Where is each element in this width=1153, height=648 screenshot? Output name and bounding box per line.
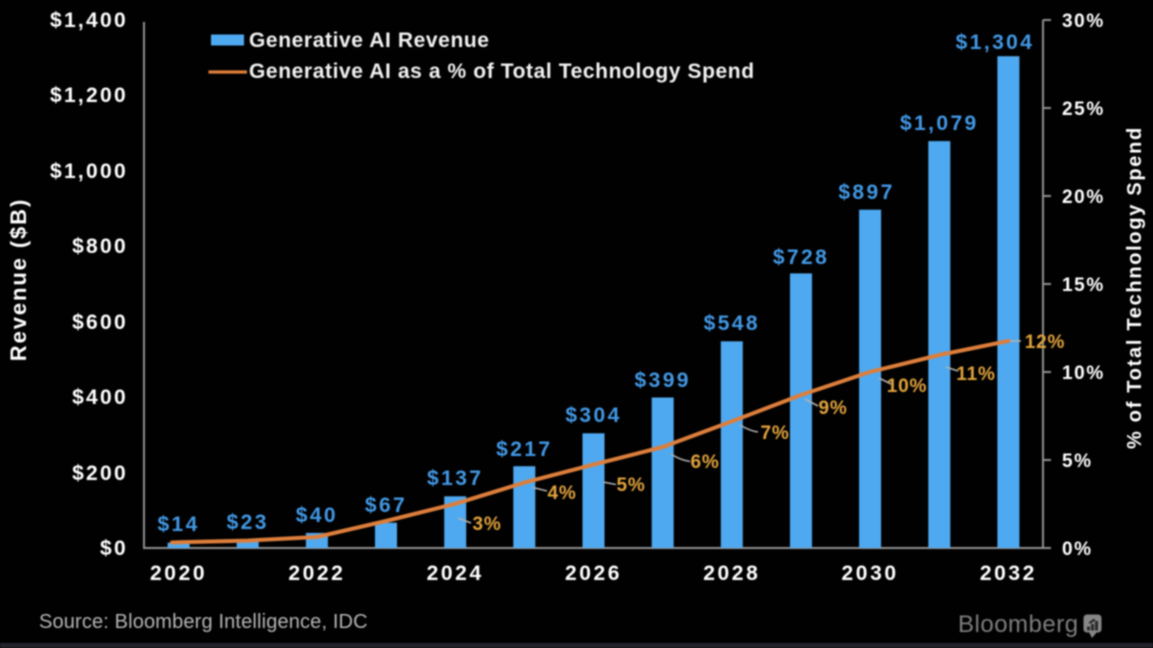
svg-text:$1,304: $1,304: [956, 31, 1035, 54]
svg-text:9%: 9%: [818, 398, 847, 419]
svg-text:$1,000: $1,000: [50, 160, 128, 183]
svg-text:11%: 11%: [956, 364, 995, 385]
svg-text:2030: 2030: [842, 562, 899, 585]
svg-text:Revenue ($B): Revenue ($B): [6, 198, 31, 361]
svg-text:Generative AI as a % of Total: Generative AI as a % of Total Technology…: [249, 60, 755, 83]
svg-text:$600: $600: [72, 311, 128, 334]
svg-text:$1,079: $1,079: [900, 112, 979, 135]
svg-text:2026: 2026: [565, 562, 622, 585]
svg-text:2032: 2032: [980, 562, 1037, 585]
svg-text:$399: $399: [635, 369, 691, 392]
svg-text:5%: 5%: [1062, 451, 1093, 472]
svg-text:$14: $14: [157, 513, 199, 536]
svg-text:0%: 0%: [1062, 539, 1093, 560]
svg-text:$40: $40: [296, 504, 338, 527]
svg-text:5%: 5%: [616, 475, 645, 496]
svg-text:$548: $548: [704, 312, 760, 335]
svg-text:Source: Bloomberg Intelligence: Source: Bloomberg Intelligence, IDC: [39, 611, 368, 633]
svg-text:2022: 2022: [288, 562, 345, 585]
svg-text:$800: $800: [72, 235, 128, 258]
svg-text:30%: 30%: [1062, 11, 1105, 32]
svg-text:$200: $200: [72, 462, 128, 485]
svg-text:7%: 7%: [760, 423, 789, 444]
svg-text:$67: $67: [365, 494, 407, 517]
svg-text:2024: 2024: [427, 562, 484, 585]
svg-text:12%: 12%: [1025, 332, 1065, 353]
svg-text:15%: 15%: [1062, 275, 1105, 296]
svg-text:3%: 3%: [472, 514, 501, 535]
svg-text:$728: $728: [773, 246, 829, 269]
svg-text:$0: $0: [100, 537, 128, 560]
svg-text:% of Total Technology Spend: % of Total Technology Spend: [1124, 126, 1146, 449]
svg-text:6%: 6%: [690, 452, 719, 473]
svg-text:$1,200: $1,200: [50, 84, 128, 107]
svg-text:20%: 20%: [1062, 187, 1105, 208]
svg-text:Generative AI Revenue: Generative AI Revenue: [249, 29, 490, 52]
svg-text:$217: $217: [496, 438, 552, 461]
svg-text:$23: $23: [227, 511, 269, 534]
svg-text:$897: $897: [838, 181, 894, 204]
svg-text:10%: 10%: [887, 376, 927, 397]
svg-text:10%: 10%: [1062, 363, 1105, 384]
svg-text:Bloomberg: Bloomberg: [958, 611, 1079, 638]
svg-text:2028: 2028: [703, 562, 760, 585]
svg-text:4%: 4%: [547, 483, 576, 504]
svg-text:$1,400: $1,400: [50, 9, 128, 32]
svg-text:$304: $304: [565, 404, 621, 427]
svg-text:25%: 25%: [1062, 99, 1105, 120]
svg-text:2020: 2020: [150, 562, 207, 585]
svg-text:$400: $400: [72, 386, 128, 409]
svg-text:$137: $137: [427, 467, 483, 490]
